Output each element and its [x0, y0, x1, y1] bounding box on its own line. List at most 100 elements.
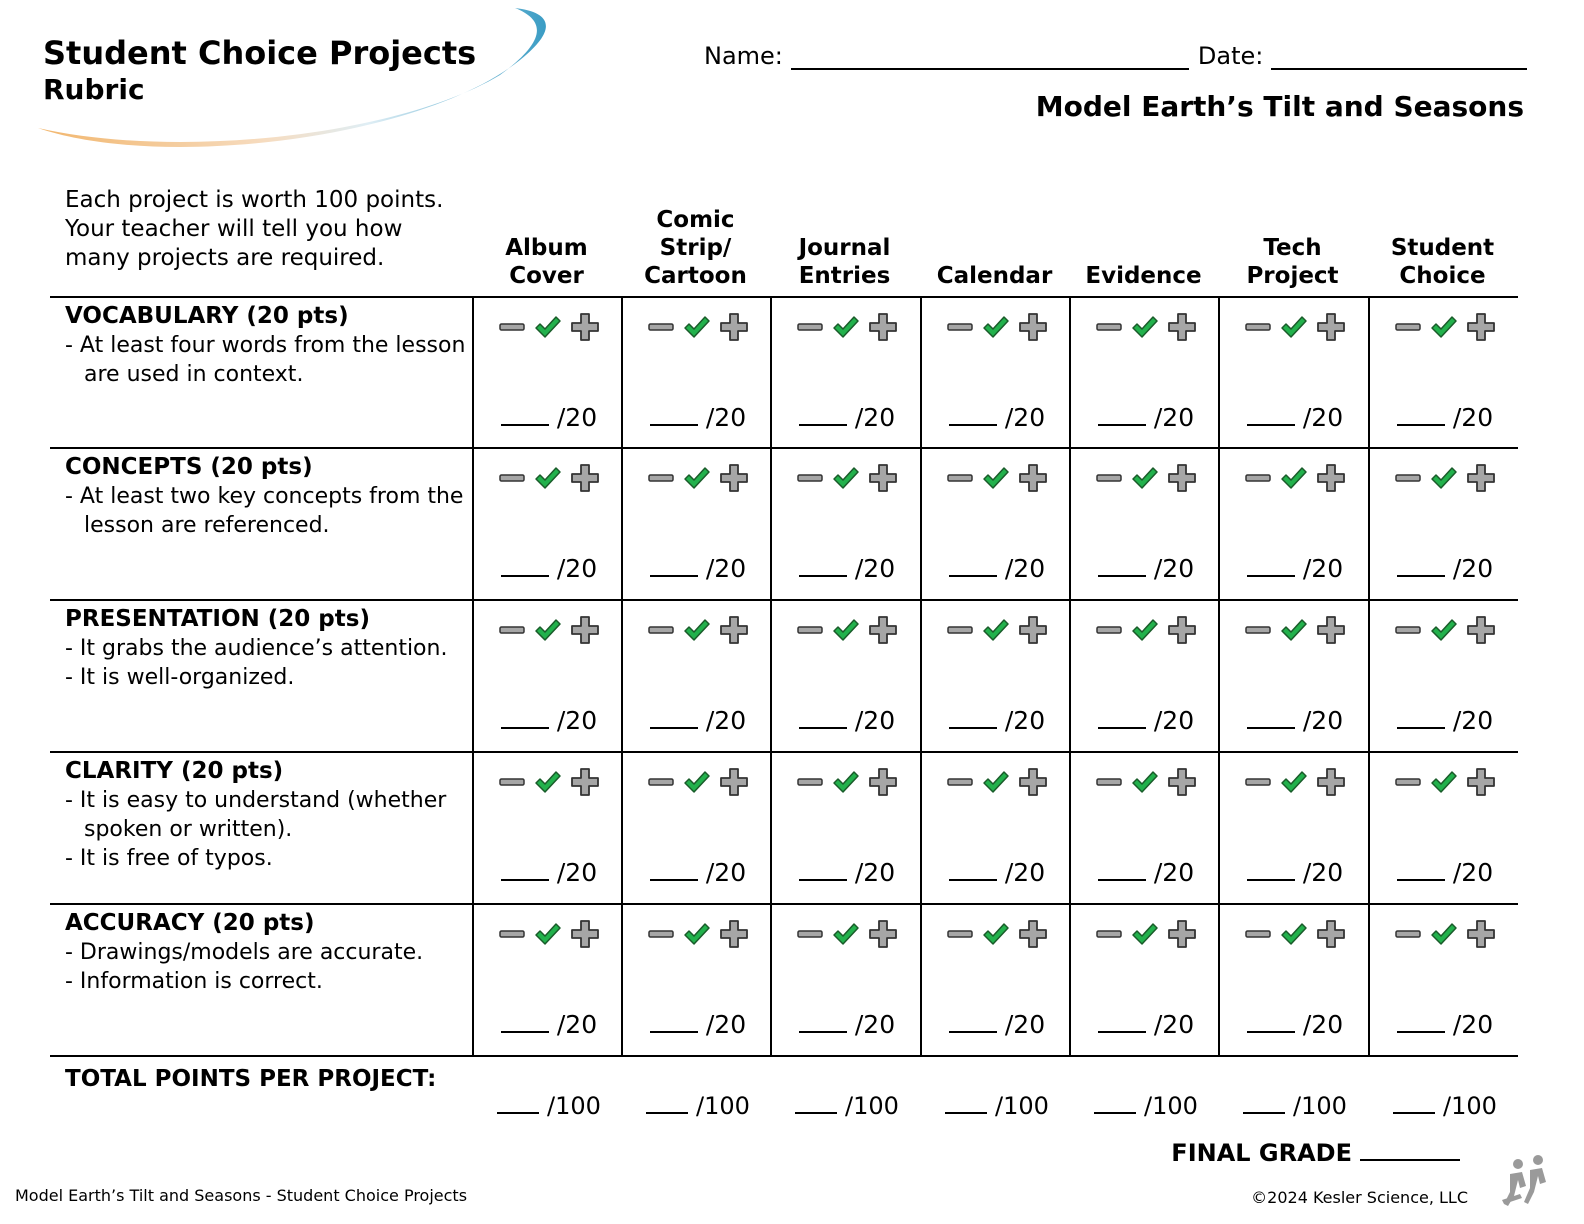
rating-icons — [922, 767, 1072, 797]
score-blank[interactable] — [500, 404, 549, 426]
total-blank[interactable] — [1243, 1092, 1286, 1114]
score-blank[interactable] — [1097, 404, 1146, 426]
total-blank[interactable] — [795, 1092, 838, 1114]
score-field[interactable]: /20 — [1220, 858, 1370, 887]
total-score-field[interactable]: /100 — [772, 1092, 922, 1120]
score-max: /20 — [1302, 858, 1344, 887]
total-blank[interactable] — [646, 1092, 689, 1114]
score-blank[interactable] — [500, 859, 549, 881]
score-blank[interactable] — [1396, 707, 1445, 729]
score-blank[interactable] — [649, 707, 698, 729]
score-field[interactable]: /20 — [922, 403, 1072, 432]
rating-icons — [1220, 767, 1370, 797]
column-divider — [1218, 296, 1220, 1056]
score-field[interactable]: /20 — [922, 554, 1072, 583]
rating-icons — [1220, 919, 1370, 949]
score-blank[interactable] — [649, 859, 698, 881]
score-field[interactable]: /20 — [922, 858, 1072, 887]
score-field[interactable]: /20 — [1370, 706, 1520, 735]
score-field[interactable]: /20 — [1071, 554, 1221, 583]
score-blank[interactable] — [649, 1011, 698, 1033]
score-field[interactable]: /20 — [1071, 403, 1221, 432]
total-max: /100 — [696, 1092, 750, 1120]
score-blank[interactable] — [798, 555, 847, 577]
score-field[interactable]: /20 — [1071, 706, 1221, 735]
total-blank[interactable] — [1393, 1092, 1436, 1114]
score-blank[interactable] — [649, 555, 698, 577]
score-field[interactable]: /20 — [1220, 1010, 1370, 1039]
score-field[interactable]: /20 — [623, 554, 773, 583]
check-icon — [1132, 923, 1158, 945]
total-blank[interactable] — [497, 1092, 540, 1114]
score-field[interactable]: /20 — [1370, 554, 1520, 583]
score-field[interactable]: /20 — [474, 706, 624, 735]
score-max: /20 — [1004, 706, 1046, 735]
score-field[interactable]: /20 — [474, 403, 624, 432]
score-blank[interactable] — [1097, 555, 1146, 577]
score-blank[interactable] — [1246, 404, 1295, 426]
total-blank[interactable] — [1094, 1092, 1137, 1114]
score-blank[interactable] — [500, 1011, 549, 1033]
minus-icon — [797, 323, 823, 331]
score-blank[interactable] — [948, 859, 997, 881]
score-blank[interactable] — [1097, 1011, 1146, 1033]
date-field[interactable] — [1271, 42, 1528, 70]
score-blank[interactable] — [948, 1011, 997, 1033]
score-field[interactable]: /20 — [772, 554, 922, 583]
total-score-field[interactable]: /100 — [623, 1092, 773, 1120]
score-field[interactable]: /20 — [474, 1010, 624, 1039]
score-blank[interactable] — [1396, 404, 1445, 426]
total-max: /100 — [547, 1092, 601, 1120]
score-field[interactable]: /20 — [623, 403, 773, 432]
score-field[interactable]: /20 — [922, 1010, 1072, 1039]
score-blank[interactable] — [798, 1011, 847, 1033]
total-score-field[interactable]: /100 — [1370, 1092, 1520, 1120]
score-field[interactable]: /20 — [772, 706, 922, 735]
score-field[interactable]: /20 — [1370, 403, 1520, 432]
score-blank[interactable] — [649, 404, 698, 426]
score-blank[interactable] — [1246, 1011, 1295, 1033]
score-blank[interactable] — [1246, 859, 1295, 881]
score-blank[interactable] — [1097, 707, 1146, 729]
score-field[interactable]: /20 — [1220, 554, 1370, 583]
score-blank[interactable] — [948, 555, 997, 577]
score-blank[interactable] — [1396, 1011, 1445, 1033]
total-score-field[interactable]: /100 — [922, 1092, 1072, 1120]
score-blank[interactable] — [948, 707, 997, 729]
score-blank[interactable] — [1246, 555, 1295, 577]
score-blank[interactable] — [500, 555, 549, 577]
score-field[interactable]: /20 — [1071, 858, 1221, 887]
score-max: /20 — [705, 706, 747, 735]
score-field[interactable]: /20 — [1370, 858, 1520, 887]
score-field[interactable]: /20 — [772, 858, 922, 887]
score-blank[interactable] — [500, 707, 549, 729]
row-divider — [50, 903, 1518, 905]
score-blank[interactable] — [798, 859, 847, 881]
score-blank[interactable] — [798, 707, 847, 729]
score-field[interactable]: /20 — [1220, 403, 1370, 432]
score-blank[interactable] — [1246, 707, 1295, 729]
score-blank[interactable] — [1396, 555, 1445, 577]
final-grade-field[interactable] — [1360, 1137, 1460, 1161]
score-field[interactable]: /20 — [623, 858, 773, 887]
total-score-field[interactable]: /100 — [1220, 1092, 1370, 1120]
score-field[interactable]: /20 — [922, 706, 1072, 735]
name-field[interactable] — [790, 42, 1189, 70]
score-blank[interactable] — [798, 404, 847, 426]
score-blank[interactable] — [948, 404, 997, 426]
score-field[interactable]: /20 — [772, 1010, 922, 1039]
plus-icon — [1168, 464, 1196, 492]
score-field[interactable]: /20 — [772, 403, 922, 432]
score-field[interactable]: /20 — [474, 858, 624, 887]
total-score-field[interactable]: /100 — [1071, 1092, 1221, 1120]
total-blank[interactable] — [945, 1092, 988, 1114]
score-field[interactable]: /20 — [623, 1010, 773, 1039]
score-field[interactable]: /20 — [1220, 706, 1370, 735]
score-field[interactable]: /20 — [1370, 1010, 1520, 1039]
score-field[interactable]: /20 — [1071, 1010, 1221, 1039]
score-blank[interactable] — [1396, 859, 1445, 881]
score-field[interactable]: /20 — [474, 554, 624, 583]
total-score-field[interactable]: /100 — [474, 1092, 624, 1120]
score-blank[interactable] — [1097, 859, 1146, 881]
score-field[interactable]: /20 — [623, 706, 773, 735]
